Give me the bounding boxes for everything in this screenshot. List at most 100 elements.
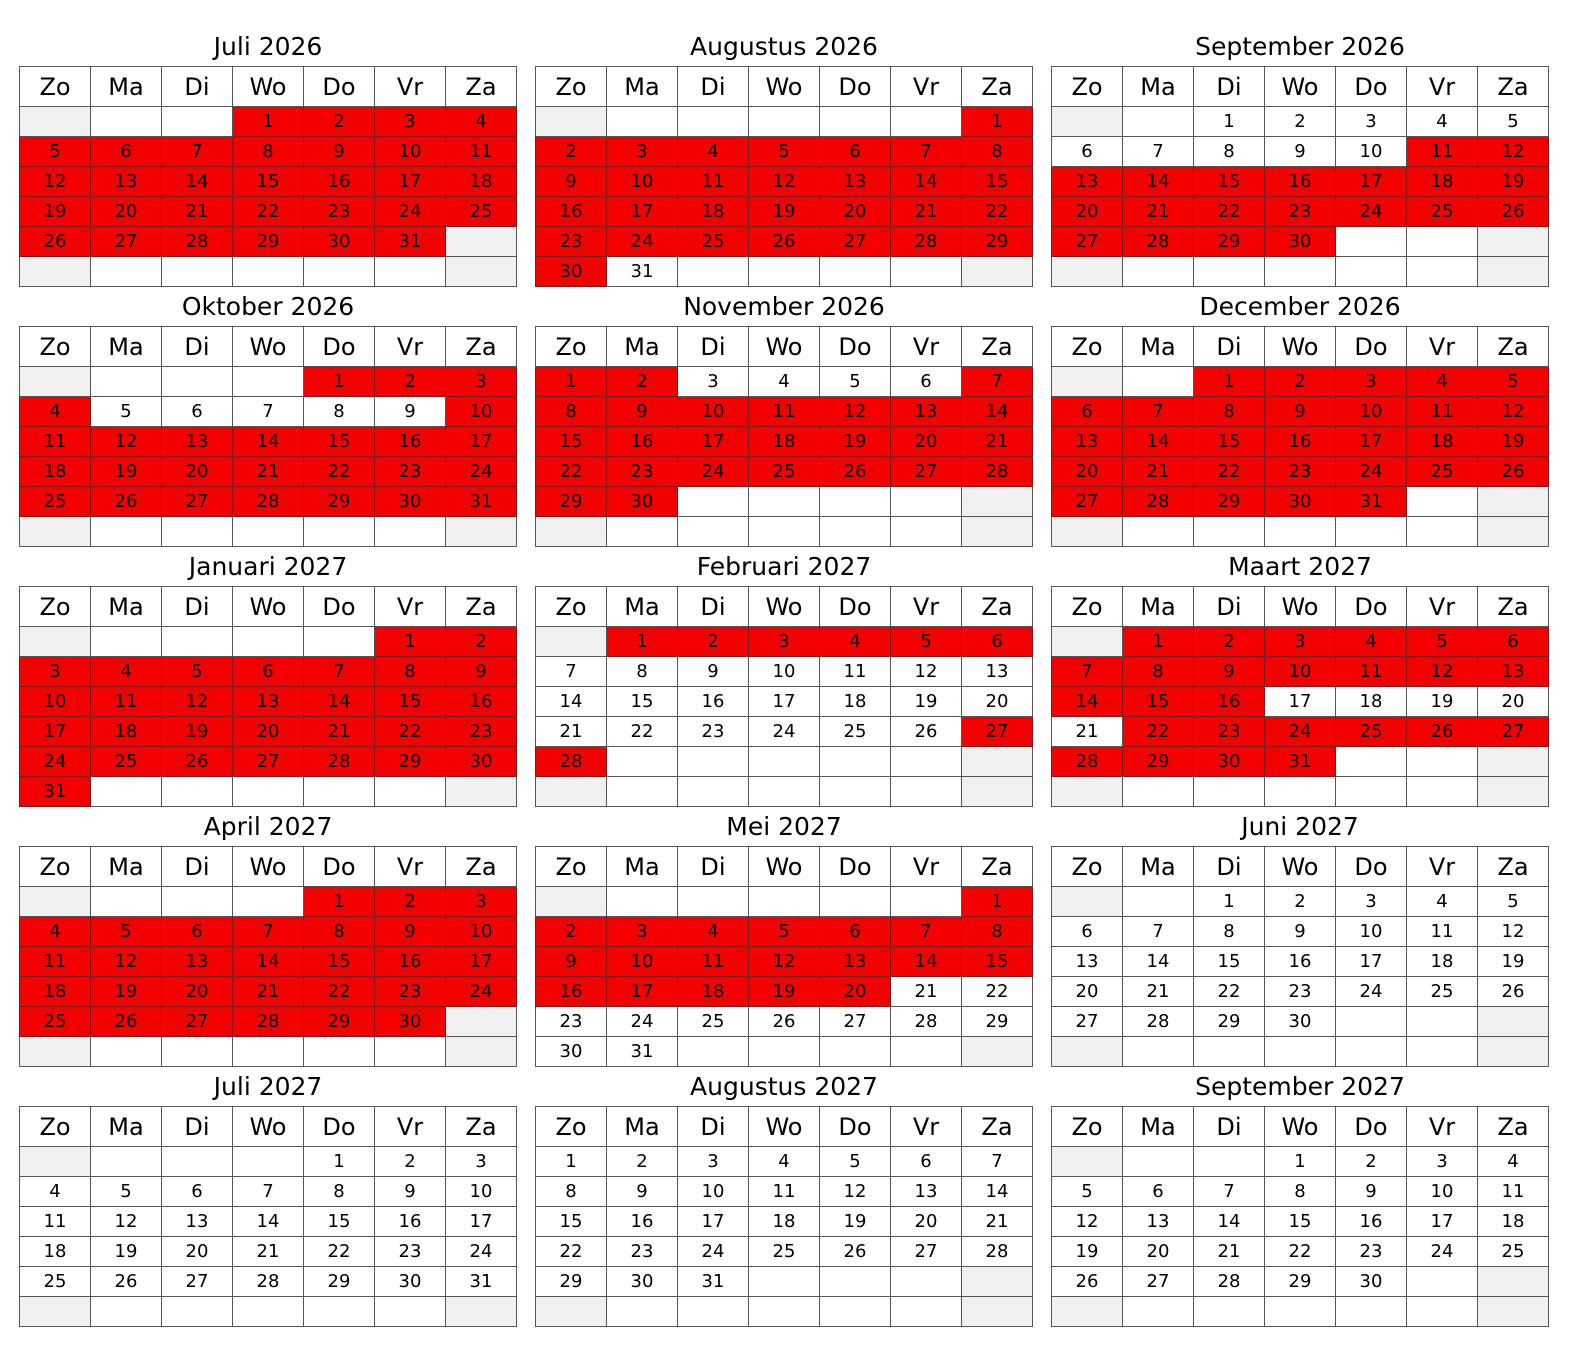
day-cell[interactable]: 15 [1122,686,1194,717]
day-cell[interactable]: 29 [1122,746,1194,777]
day-cell[interactable]: 22 [606,716,678,747]
day-cell[interactable]: 16 [535,976,607,1007]
day-cell[interactable]: 21 [1051,716,1123,747]
day-cell[interactable]: 1 [1264,1146,1336,1177]
day-cell[interactable]: 13 [890,396,962,427]
day-cell[interactable]: 2 [1335,1146,1407,1177]
day-cell[interactable]: 14 [961,1176,1033,1207]
day-cell[interactable]: 2 [1264,106,1336,137]
day-cell[interactable]: 6 [161,1176,233,1207]
day-cell[interactable]: 11 [819,656,891,687]
day-cell[interactable]: 11 [90,686,162,717]
day-cell[interactable]: 11 [19,1206,91,1237]
day-cell[interactable]: 7 [535,656,607,687]
day-cell[interactable]: 5 [819,366,891,397]
day-cell[interactable]: 14 [232,1206,304,1237]
day-cell[interactable]: 20 [819,196,891,227]
day-cell[interactable]: 27 [1477,716,1549,747]
day-cell[interactable]: 30 [606,486,678,517]
day-cell[interactable]: 2 [606,366,678,397]
day-cell[interactable]: 2 [374,1146,446,1177]
day-cell[interactable]: 21 [232,456,304,487]
day-cell[interactable]: 11 [1406,396,1478,427]
day-cell[interactable]: 6 [890,366,962,397]
day-cell[interactable]: 9 [1264,396,1336,427]
day-cell[interactable]: 5 [161,656,233,687]
day-cell[interactable]: 22 [303,976,375,1007]
day-cell[interactable]: 15 [606,686,678,717]
day-cell[interactable]: 17 [1335,946,1407,977]
day-cell[interactable]: 15 [1193,426,1265,457]
day-cell[interactable]: 26 [819,456,891,487]
day-cell[interactable]: 27 [232,746,304,777]
day-cell[interactable]: 3 [1264,626,1336,657]
day-cell[interactable]: 28 [232,1266,304,1297]
day-cell[interactable]: 10 [606,166,678,197]
day-cell[interactable]: 26 [1477,196,1549,227]
day-cell[interactable]: 19 [1477,166,1549,197]
day-cell[interactable]: 24 [677,456,749,487]
day-cell[interactable]: 15 [535,1206,607,1237]
day-cell[interactable]: 16 [1193,686,1265,717]
day-cell[interactable]: 22 [535,1236,607,1267]
day-cell[interactable]: 29 [535,1266,607,1297]
day-cell[interactable]: 30 [1193,746,1265,777]
day-cell[interactable]: 28 [1193,1266,1265,1297]
day-cell[interactable]: 1 [961,106,1033,137]
day-cell[interactable]: 28 [890,1006,962,1037]
day-cell[interactable]: 4 [1406,886,1478,917]
day-cell[interactable]: 10 [1264,656,1336,687]
day-cell[interactable]: 5 [19,136,91,167]
day-cell[interactable]: 4 [19,916,91,947]
day-cell[interactable]: 5 [1051,1176,1123,1207]
day-cell[interactable]: 5 [1477,106,1549,137]
day-cell[interactable]: 26 [748,226,820,257]
day-cell[interactable]: 13 [819,166,891,197]
day-cell[interactable]: 11 [677,166,749,197]
day-cell[interactable]: 8 [961,136,1033,167]
day-cell[interactable]: 7 [961,1146,1033,1177]
day-cell[interactable]: 18 [1406,946,1478,977]
day-cell[interactable]: 6 [90,136,162,167]
day-cell[interactable]: 15 [303,426,375,457]
day-cell[interactable]: 22 [1122,716,1194,747]
day-cell[interactable]: 24 [445,976,517,1007]
day-cell[interactable]: 4 [19,1176,91,1207]
day-cell[interactable]: 12 [1477,396,1549,427]
day-cell[interactable]: 28 [961,456,1033,487]
day-cell[interactable]: 27 [90,226,162,257]
day-cell[interactable]: 15 [535,426,607,457]
day-cell[interactable]: 7 [961,366,1033,397]
day-cell[interactable]: 28 [1051,746,1123,777]
day-cell[interactable]: 16 [1264,946,1336,977]
day-cell[interactable]: 24 [748,716,820,747]
day-cell[interactable]: 7 [232,1176,304,1207]
day-cell[interactable]: 27 [961,716,1033,747]
day-cell[interactable]: 29 [232,226,304,257]
day-cell[interactable]: 11 [677,946,749,977]
day-cell[interactable]: 22 [1193,976,1265,1007]
day-cell[interactable]: 10 [19,686,91,717]
day-cell[interactable]: 14 [1051,686,1123,717]
day-cell[interactable]: 31 [677,1266,749,1297]
day-cell[interactable]: 11 [19,426,91,457]
day-cell[interactable]: 2 [1193,626,1265,657]
day-cell[interactable]: 3 [374,106,446,137]
day-cell[interactable]: 1 [303,366,375,397]
day-cell[interactable]: 9 [374,396,446,427]
day-cell[interactable]: 22 [232,196,304,227]
day-cell[interactable]: 16 [606,1206,678,1237]
day-cell[interactable]: 16 [303,166,375,197]
day-cell[interactable]: 12 [890,656,962,687]
day-cell[interactable]: 29 [961,226,1033,257]
day-cell[interactable]: 19 [1406,686,1478,717]
day-cell[interactable]: 10 [374,136,446,167]
day-cell[interactable]: 19 [19,196,91,227]
day-cell[interactable]: 7 [232,916,304,947]
day-cell[interactable]: 18 [1335,686,1407,717]
day-cell[interactable]: 28 [961,1236,1033,1267]
day-cell[interactable]: 29 [303,1006,375,1037]
day-cell[interactable]: 6 [161,396,233,427]
day-cell[interactable]: 7 [1051,656,1123,687]
day-cell[interactable]: 11 [1406,916,1478,947]
